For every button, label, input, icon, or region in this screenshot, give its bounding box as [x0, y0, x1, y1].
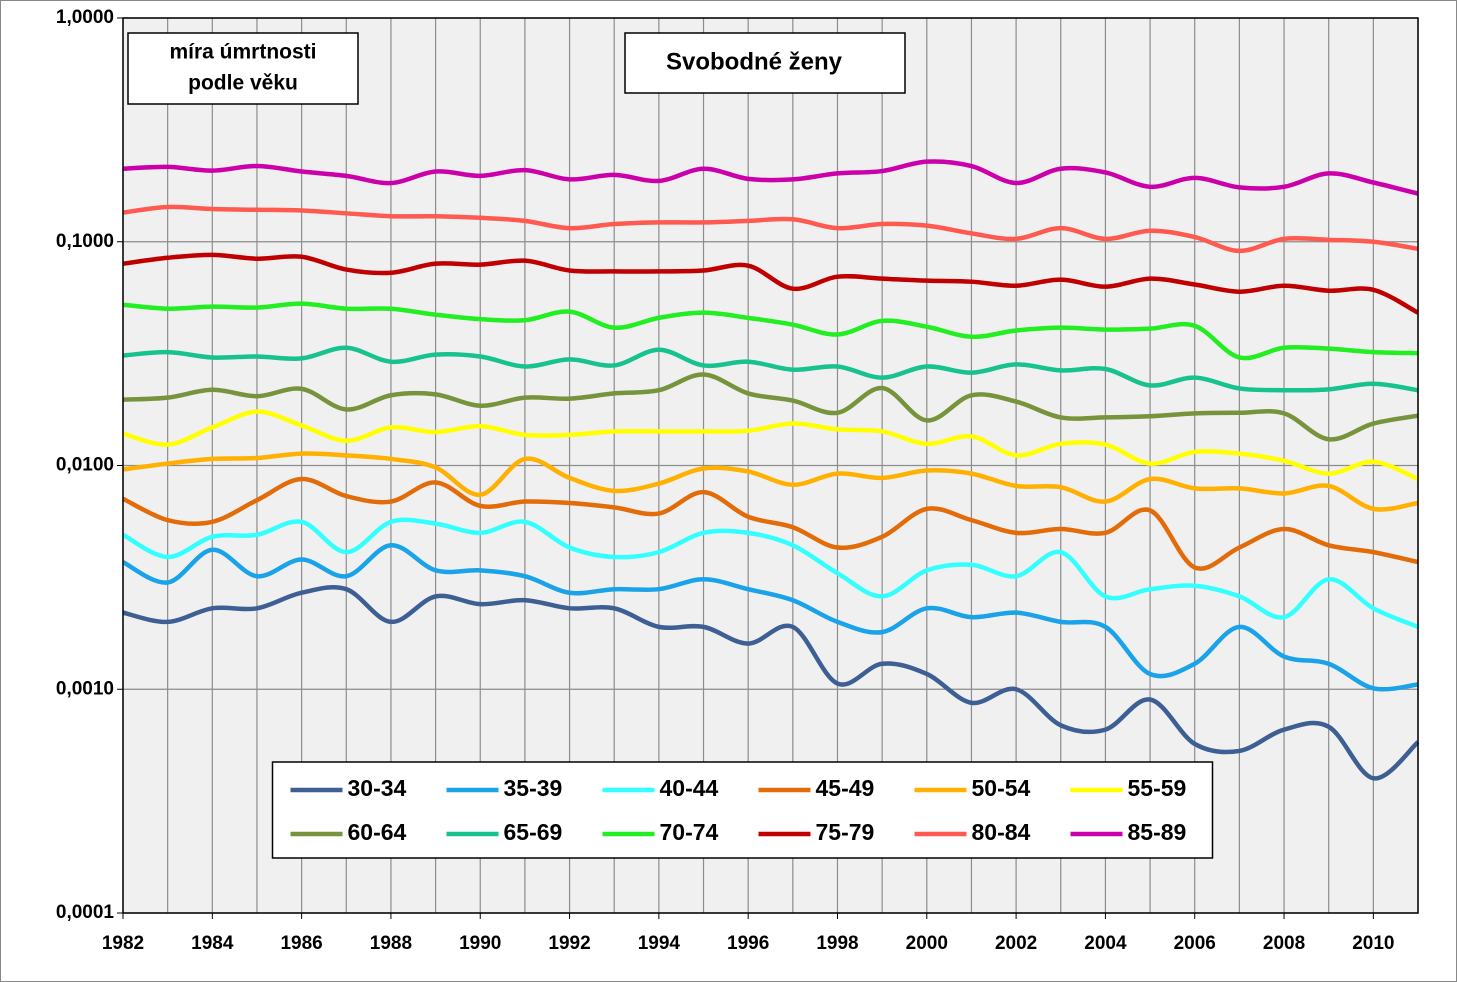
x-tick-label: 1988	[370, 933, 412, 954]
y-tick-label: 1,0000	[56, 7, 114, 28]
series-line	[121, 476, 1419, 571]
x-tick-label: 1982	[102, 933, 144, 954]
x-tick-label: 1996	[727, 933, 769, 954]
x-tick-label: 2006	[1174, 933, 1216, 954]
x-tick-label: 2000	[906, 933, 948, 954]
series-line	[122, 252, 1420, 315]
ylabel-box	[127, 32, 359, 105]
legend: 30-34 35-39 40-44 45-49 50-54 55-59 60-64 65-69…	[271, 761, 1214, 859]
series-line	[122, 301, 1419, 361]
y-tick-label: 0,1000	[56, 231, 114, 252]
legend-box	[271, 761, 1214, 859]
chart-title: Svobodné ženy	[666, 48, 843, 75]
series-line	[121, 517, 1419, 629]
x-tick-label: 1994	[638, 933, 681, 954]
series-line	[122, 409, 1419, 482]
legend-label: 65-69	[504, 819, 563, 845]
title-box	[624, 32, 906, 94]
series-line	[122, 159, 1419, 196]
legend-label: 80-84	[972, 819, 1031, 845]
legend-label: 75-79	[816, 819, 875, 845]
series-line	[122, 372, 1419, 442]
x-tick-label: 2004	[1084, 933, 1127, 954]
y-tick-label: 0,0010	[56, 678, 114, 699]
ylabel: míra úmrtnosti	[169, 41, 316, 64]
plot-border	[122, 17, 1419, 914]
legend-label: 55-59	[1128, 775, 1187, 801]
x-tick-label: 1990	[459, 933, 501, 954]
labels: míra úmrtnosti podle věku Svobodné ženy …	[56, 7, 1395, 954]
x-tick-label: 1998	[816, 933, 858, 954]
x-tick-label: 2010	[1352, 933, 1394, 954]
legend-label: 60-64	[348, 819, 407, 845]
x-tick-label: 1992	[548, 933, 590, 954]
x-tick-label: 2002	[995, 933, 1037, 954]
series-line	[122, 451, 1419, 512]
legend-label: 45-49	[816, 775, 875, 801]
series-line	[121, 543, 1419, 692]
x-tick-label: 1986	[280, 933, 322, 954]
legend-label: 30-34	[348, 775, 407, 801]
legend-label: 40-44	[660, 775, 719, 801]
lines	[121, 159, 1420, 781]
y-tick-label: 0,0001	[56, 902, 115, 923]
x-tick-label: 2008	[1263, 933, 1305, 954]
x-tick-label: 1984	[191, 933, 234, 954]
legend-label: 35-39	[504, 775, 563, 801]
legend-label: 85-89	[1128, 819, 1187, 845]
legend-label: 50-54	[972, 775, 1031, 801]
legend-label: 70-74	[660, 819, 719, 845]
ylabel: podle věku	[188, 72, 298, 95]
series-line	[122, 204, 1419, 254]
series-line	[122, 345, 1419, 393]
series-line	[122, 585, 1420, 781]
y-tick-label: 0,0100	[56, 455, 114, 476]
